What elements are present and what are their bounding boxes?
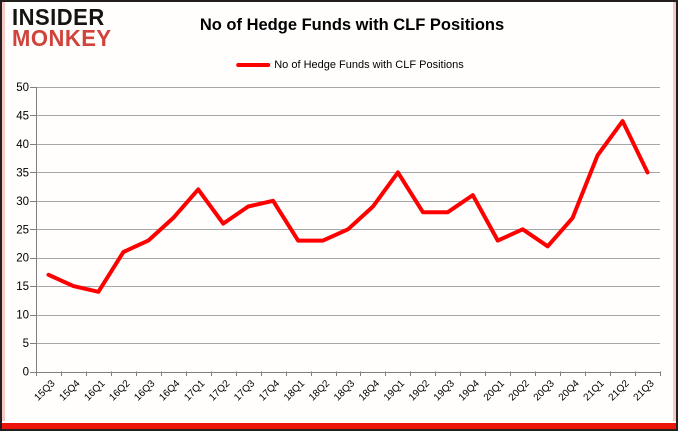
- x-tick-label: 21Q3: [632, 378, 657, 403]
- y-tick-label: 35: [16, 167, 29, 179]
- logo-line-insider: INSIDER: [12, 3, 105, 31]
- y-tick-label: 50: [16, 82, 29, 94]
- x-tick-label: 19Q4: [457, 378, 482, 403]
- x-tick-label: 19Q1: [382, 378, 407, 403]
- x-tick-label: 18Q1: [282, 378, 307, 403]
- y-tick-label: 5: [23, 338, 29, 350]
- x-axis-labels: 15Q3 15Q4 16Q1 16Q2 16Q3 16Q4 17Q1 17Q2 17Q3 17Q4…: [33, 378, 657, 403]
- x-tick-label: 19Q3: [432, 378, 457, 403]
- axes: [30, 87, 661, 376]
- page-title: No of Hedge Funds with CLF Positions: [199, 16, 505, 34]
- legend-line-swatch-icon: [236, 63, 271, 67]
- x-tick-label: 18Q3: [332, 378, 357, 403]
- y-tick-label: 20: [16, 253, 29, 265]
- x-tick-label: 16Q4: [157, 378, 182, 403]
- x-tick-label: 17Q1: [182, 378, 207, 403]
- x-tick-label: 18Q2: [307, 378, 332, 403]
- x-tick-label: 21Q1: [582, 378, 607, 403]
- x-tick-label: 20Q3: [532, 378, 557, 403]
- x-tick-label: 15Q3: [33, 378, 58, 403]
- x-tick-label: 20Q2: [507, 378, 532, 403]
- x-tick-label: 16Q3: [132, 378, 157, 403]
- y-tick-label: 40: [16, 139, 29, 151]
- logo-line-monkey: MONKEY: [12, 25, 112, 52]
- x-tick-label: 21Q2: [607, 378, 632, 403]
- x-tick-label: 16Q1: [82, 378, 107, 403]
- x-tick-label: 17Q4: [257, 378, 282, 403]
- y-gridlines: [36, 87, 660, 344]
- insider-monkey-logo: INSIDER MONKEY: [12, 3, 112, 52]
- x-tick-label: 19Q2: [407, 378, 432, 403]
- x-tick-label: 20Q1: [482, 378, 507, 403]
- x-tick-label: 20Q4: [557, 378, 582, 403]
- x-tick-label: 15Q4: [57, 378, 82, 403]
- left-accent-strip: [2, 2, 5, 421]
- y-tick-label: 30: [16, 196, 29, 208]
- y-tick-label: 45: [16, 110, 29, 122]
- x-tick-label: 17Q2: [207, 378, 232, 403]
- y-axis-labels: 0 5 10 15 20 25 30 35 40 45 50: [16, 82, 29, 379]
- legend: No of Hedge Funds with CLF Positions: [236, 59, 464, 71]
- legend-label: No of Hedge Funds with CLF Positions: [274, 59, 464, 71]
- x-tick-label: 18Q4: [357, 378, 382, 403]
- y-tick-label: 0: [23, 367, 29, 379]
- series-line: [46, 119, 650, 294]
- x-tick-label: 16Q2: [107, 378, 132, 403]
- y-tick-label: 15: [16, 281, 29, 293]
- x-tick-label: 17Q3: [232, 378, 257, 403]
- right-accent-strip: [673, 2, 676, 421]
- y-tick-label: 25: [16, 224, 29, 236]
- bottom-accent-bar: [2, 423, 676, 429]
- y-tick-label: 10: [16, 310, 29, 322]
